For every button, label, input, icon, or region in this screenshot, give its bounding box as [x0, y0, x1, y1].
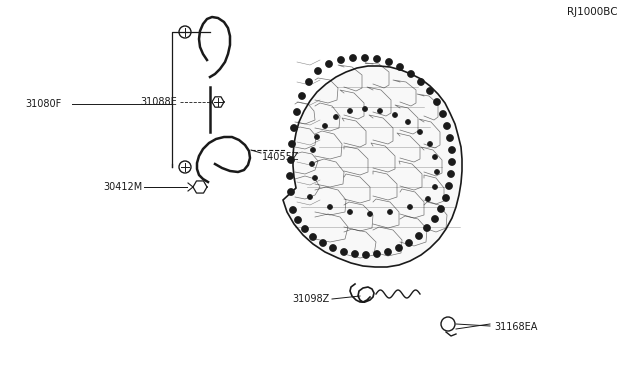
Circle shape	[328, 205, 333, 209]
Circle shape	[289, 141, 296, 148]
Circle shape	[445, 183, 452, 189]
Circle shape	[415, 232, 422, 240]
Circle shape	[433, 154, 438, 160]
Circle shape	[294, 109, 301, 115]
Text: 30412M: 30412M	[104, 182, 143, 192]
Circle shape	[362, 106, 367, 112]
Circle shape	[387, 209, 392, 215]
Circle shape	[440, 110, 447, 118]
Circle shape	[319, 240, 326, 247]
Circle shape	[314, 67, 321, 74]
Circle shape	[362, 251, 369, 259]
Circle shape	[424, 224, 431, 231]
Circle shape	[301, 225, 308, 232]
Circle shape	[385, 58, 392, 65]
Circle shape	[426, 196, 431, 202]
Circle shape	[417, 78, 424, 86]
Circle shape	[435, 170, 440, 174]
Circle shape	[289, 206, 296, 214]
Circle shape	[333, 115, 339, 119]
Circle shape	[326, 61, 333, 67]
Circle shape	[287, 157, 294, 164]
Circle shape	[406, 119, 410, 125]
Circle shape	[337, 57, 344, 64]
Circle shape	[348, 209, 353, 215]
Circle shape	[298, 93, 305, 99]
Circle shape	[287, 173, 294, 180]
Circle shape	[431, 215, 438, 222]
Circle shape	[392, 112, 397, 118]
Circle shape	[367, 212, 372, 217]
Circle shape	[330, 244, 337, 251]
Circle shape	[179, 161, 191, 173]
Circle shape	[428, 141, 433, 147]
Circle shape	[433, 185, 438, 189]
Circle shape	[374, 55, 381, 62]
Text: 31080F: 31080F	[25, 99, 61, 109]
Circle shape	[406, 240, 413, 247]
Circle shape	[348, 109, 353, 113]
Circle shape	[362, 55, 369, 61]
Text: 14055Z: 14055Z	[262, 152, 300, 162]
Text: 31088E: 31088E	[140, 97, 177, 107]
Circle shape	[351, 250, 358, 257]
Circle shape	[310, 148, 316, 153]
Circle shape	[307, 195, 312, 199]
Circle shape	[323, 124, 328, 128]
Circle shape	[305, 78, 312, 86]
Circle shape	[294, 217, 301, 224]
Circle shape	[447, 170, 454, 177]
Text: 31098Z: 31098Z	[292, 294, 330, 304]
Circle shape	[426, 87, 433, 94]
Circle shape	[385, 248, 392, 256]
Circle shape	[396, 244, 403, 251]
Circle shape	[291, 125, 298, 131]
Polygon shape	[283, 66, 462, 267]
Circle shape	[378, 109, 383, 113]
Circle shape	[310, 161, 314, 167]
Circle shape	[287, 189, 294, 196]
Circle shape	[442, 195, 449, 202]
Circle shape	[449, 158, 456, 166]
Circle shape	[312, 176, 317, 180]
Circle shape	[349, 55, 356, 61]
Circle shape	[417, 129, 422, 135]
Text: RJ1000BC: RJ1000BC	[568, 7, 618, 17]
Circle shape	[340, 248, 348, 256]
Circle shape	[444, 122, 451, 129]
Circle shape	[449, 147, 456, 154]
Text: 31168EA: 31168EA	[494, 322, 538, 332]
Circle shape	[314, 135, 319, 140]
Circle shape	[438, 205, 445, 212]
Circle shape	[408, 71, 415, 77]
Circle shape	[408, 205, 413, 209]
Circle shape	[179, 26, 191, 38]
Circle shape	[310, 234, 317, 241]
Circle shape	[374, 250, 381, 257]
Circle shape	[397, 64, 403, 71]
Circle shape	[433, 99, 440, 106]
Circle shape	[447, 135, 454, 141]
